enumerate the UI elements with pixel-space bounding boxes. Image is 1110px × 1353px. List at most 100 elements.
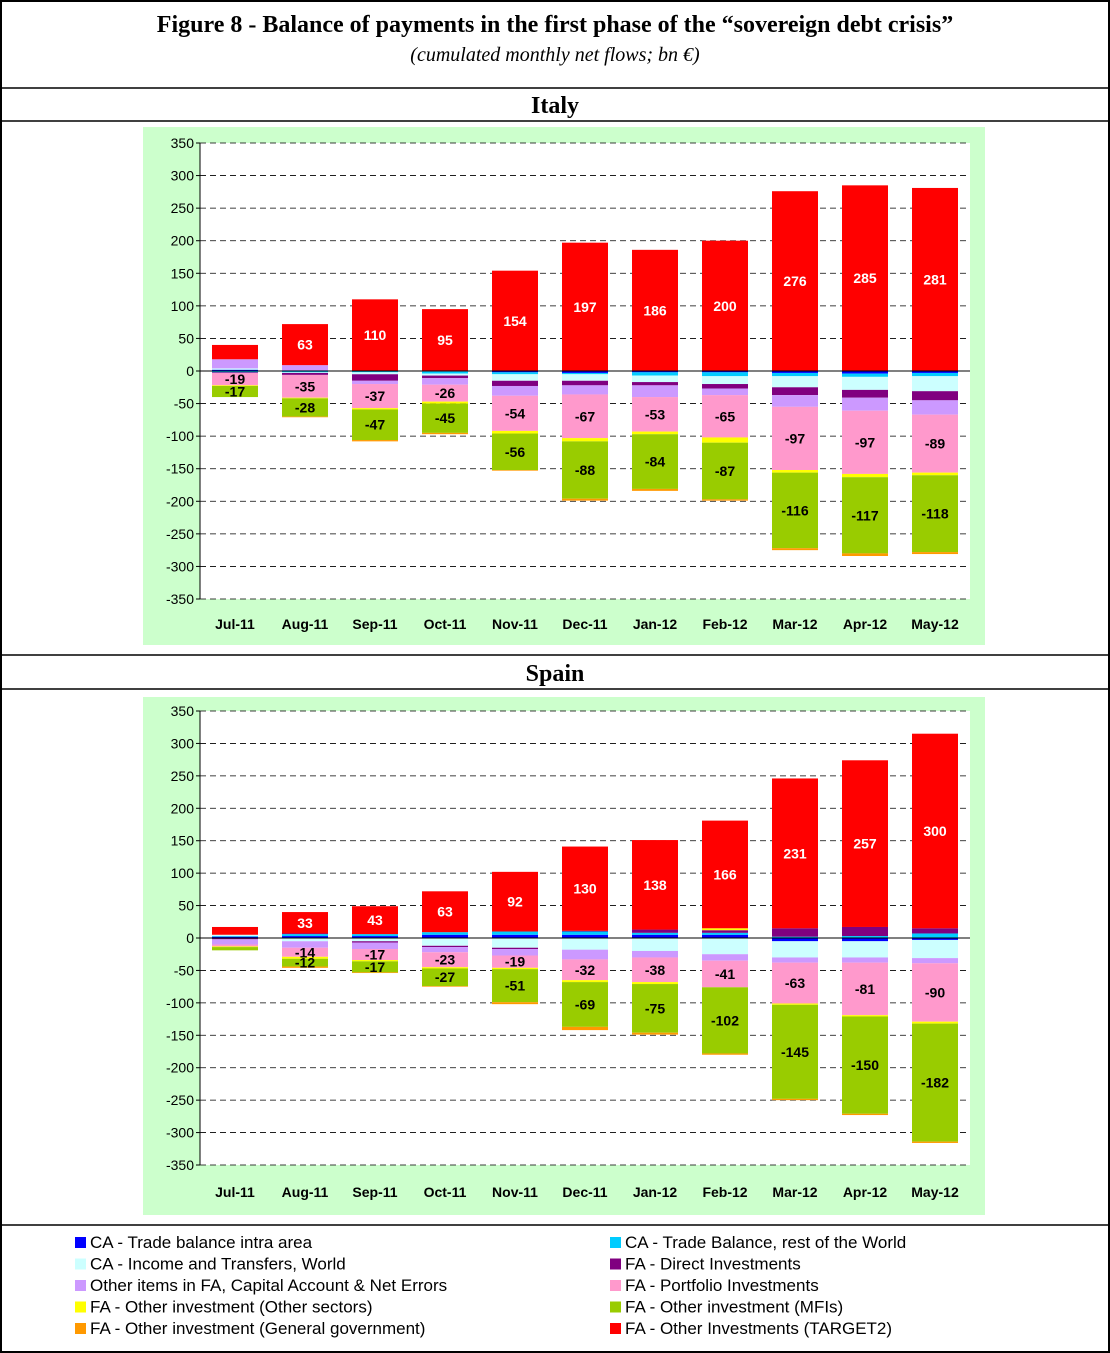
bar-segment xyxy=(632,934,678,938)
bar-segment xyxy=(632,957,678,983)
bar-segment xyxy=(632,950,678,958)
data-label: 285 xyxy=(853,270,877,286)
x-tick-label: Sep-11 xyxy=(352,616,397,632)
data-label: 281 xyxy=(923,271,947,287)
bar-segment xyxy=(422,401,468,404)
bar-segment xyxy=(632,249,678,371)
bar-segment xyxy=(912,400,958,415)
legend-swatch xyxy=(75,1237,86,1248)
bar-segment xyxy=(702,820,748,929)
bar-segment xyxy=(492,934,538,938)
bar-segment xyxy=(702,987,748,1054)
data-label: 200 xyxy=(713,298,737,314)
bar-segment xyxy=(772,938,818,942)
data-label: -47 xyxy=(365,417,385,433)
data-label: -17 xyxy=(365,959,385,975)
bar-segment xyxy=(702,240,748,371)
bar-segment xyxy=(282,956,328,959)
data-label: -37 xyxy=(365,388,385,404)
bar-segment xyxy=(492,969,538,1003)
bar-segment xyxy=(562,959,608,981)
bar-segment xyxy=(632,488,678,491)
bar-segment xyxy=(842,371,888,374)
bar-segment xyxy=(842,962,888,1016)
y-tick-label: -250 xyxy=(166,1092,194,1108)
x-tick-label: Sep-11 xyxy=(352,1184,397,1200)
bar-segment xyxy=(422,932,468,935)
data-label: -87 xyxy=(715,463,735,479)
bar-segment xyxy=(352,972,398,974)
bar-segment xyxy=(352,409,398,441)
bar-segment xyxy=(422,378,468,385)
bar-segment xyxy=(282,966,328,968)
bar-segment xyxy=(352,942,398,950)
y-tick-label: 50 xyxy=(178,898,194,914)
bar-segment xyxy=(422,945,468,948)
x-tick-label: Feb-12 xyxy=(702,616,747,632)
data-label: -26 xyxy=(435,385,455,401)
bar-segment xyxy=(562,371,608,373)
y-tick-label: -50 xyxy=(174,396,194,412)
bar-segment xyxy=(772,395,818,407)
data-label: -75 xyxy=(645,1000,665,1016)
data-label: -150 xyxy=(851,1057,879,1073)
bar-segment xyxy=(562,982,608,1027)
bar-segment xyxy=(562,380,608,386)
bar-segment xyxy=(842,1113,888,1116)
bar-segment xyxy=(772,376,818,388)
data-label: -182 xyxy=(921,1075,949,1091)
bar-segment xyxy=(912,938,958,940)
data-label: -54 xyxy=(505,405,525,421)
x-tick-label: Dec-11 xyxy=(562,1184,607,1200)
x-tick-label: Jul-11 xyxy=(215,616,255,632)
bar-segment xyxy=(912,733,958,929)
bar-segment xyxy=(492,871,538,932)
bar-segment xyxy=(352,380,398,385)
bar-segment xyxy=(212,944,258,947)
y-tick-label: 150 xyxy=(171,833,195,849)
bar-segment xyxy=(912,552,958,555)
data-label: -41 xyxy=(715,966,735,982)
data-label: -97 xyxy=(855,434,875,450)
bar-segment xyxy=(772,1003,818,1005)
bar-segment xyxy=(352,440,398,442)
bar-segment xyxy=(352,384,398,409)
data-label: -28 xyxy=(295,399,315,415)
y-tick-label: -300 xyxy=(166,1125,194,1141)
bar-segment xyxy=(772,941,818,958)
bar-segment xyxy=(912,391,958,401)
bar-segment xyxy=(282,398,328,417)
bar-segment xyxy=(772,1098,818,1101)
data-label: 130 xyxy=(573,881,597,897)
legend-label: FA - Other Investments (TARGET2) xyxy=(625,1319,892,1338)
bar-segment xyxy=(492,380,538,386)
bar-segment xyxy=(212,938,258,940)
data-label: -117 xyxy=(851,507,878,523)
bar-segment xyxy=(632,938,678,951)
bar-segment xyxy=(772,387,818,396)
data-label: -118 xyxy=(921,506,948,522)
bar-segment xyxy=(492,270,538,371)
bar-segment xyxy=(492,967,538,970)
data-label: -23 xyxy=(435,952,455,968)
bar-segment xyxy=(352,372,398,375)
bar-segment xyxy=(212,926,258,935)
bar-segment xyxy=(492,947,538,950)
bar-segment xyxy=(492,470,538,471)
x-tick-label: Apr-12 xyxy=(843,616,888,632)
y-tick-label: -100 xyxy=(166,428,194,444)
bar-segment xyxy=(422,967,468,969)
bar-segment xyxy=(562,372,608,375)
y-tick-label: 50 xyxy=(178,330,194,346)
bar-segment xyxy=(842,941,888,958)
data-label: -102 xyxy=(711,1012,739,1028)
bar-segment xyxy=(212,368,258,370)
bar-segment xyxy=(212,939,258,945)
legend-swatch xyxy=(610,1280,621,1291)
bar-segment xyxy=(912,1021,958,1024)
data-label: -89 xyxy=(925,436,945,452)
y-tick-label: -250 xyxy=(166,526,194,542)
bar-segment xyxy=(492,374,538,381)
x-tick-label: May-12 xyxy=(911,616,959,632)
data-label: 33 xyxy=(297,915,313,931)
